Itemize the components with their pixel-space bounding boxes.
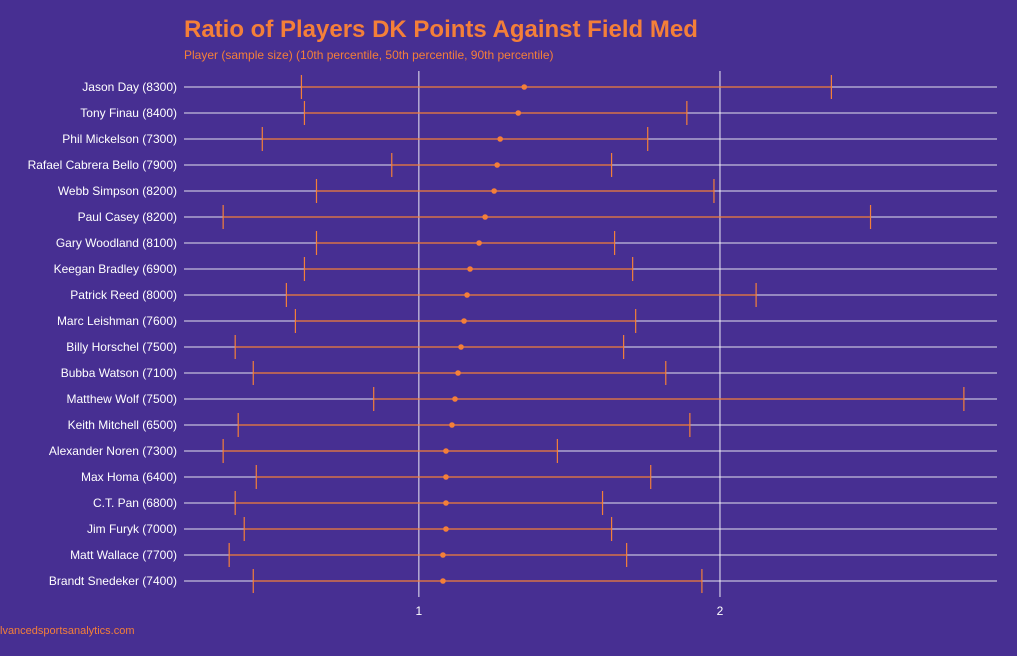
source-caption: lvancedsportsanalytics.com (0, 625, 135, 637)
player-label: Jim Furyk (7000) (87, 522, 177, 536)
median-point (452, 396, 458, 402)
player-label: Matt Wallace (7700) (70, 548, 177, 562)
median-point (497, 136, 503, 142)
player-label: Matthew Wolf (7500) (67, 392, 178, 406)
median-point (476, 240, 482, 246)
median-point (440, 578, 446, 584)
player-label: Keegan Bradley (6900) (54, 262, 177, 276)
median-point (515, 110, 522, 116)
player-label: Gary Woodland (8100) (56, 236, 177, 250)
player-label: Keith Mitchell (6500) (68, 418, 177, 432)
median-point (443, 474, 449, 480)
x-tick-label: 2 (717, 604, 724, 618)
median-point (482, 214, 488, 220)
median-point (461, 318, 467, 324)
player-label: Billy Horschel (7500) (66, 340, 177, 354)
player-label: Webb Simpson (8200) (58, 184, 177, 198)
median-point (521, 84, 528, 90)
player-label: Bubba Watson (7100) (61, 366, 177, 380)
player-label: Tony Finau (8400) (80, 106, 177, 120)
median-point (491, 188, 497, 194)
chart-title: Ratio of Players DK Points Against Field… (184, 16, 698, 43)
chart-subtitle: Player (sample size) (10th percentile, 5… (184, 48, 554, 62)
x-tick-label: 1 (416, 604, 423, 618)
player-label: Patrick Reed (8000) (70, 288, 177, 302)
median-point (455, 370, 461, 376)
median-point (458, 344, 464, 350)
median-point (494, 162, 500, 168)
median-point (443, 500, 449, 506)
player-label: Alexander Noren (7300) (49, 444, 177, 458)
player-label: Max Homa (6400) (81, 470, 177, 484)
median-point (464, 292, 470, 298)
plot-area: 1 2 Jason Day (8300) Tony Finau (8400) Phil … (28, 71, 997, 618)
player-label: Paul Casey (8200) (78, 210, 177, 224)
median-point (467, 266, 473, 272)
player-label: Jason Day (8300) (82, 80, 177, 94)
player-label: Marc Leishman (7600) (57, 314, 177, 328)
median-point (449, 422, 455, 428)
median-point (443, 448, 449, 454)
median-point (443, 526, 449, 532)
player-label: Brandt Snedeker (7400) (49, 574, 177, 588)
player-label: Rafael Cabrera Bello (7900) (28, 158, 177, 172)
median-point (440, 552, 446, 558)
player-label: C.T. Pan (6800) (93, 496, 177, 510)
player-label: Phil Mickelson (7300) (62, 132, 177, 146)
